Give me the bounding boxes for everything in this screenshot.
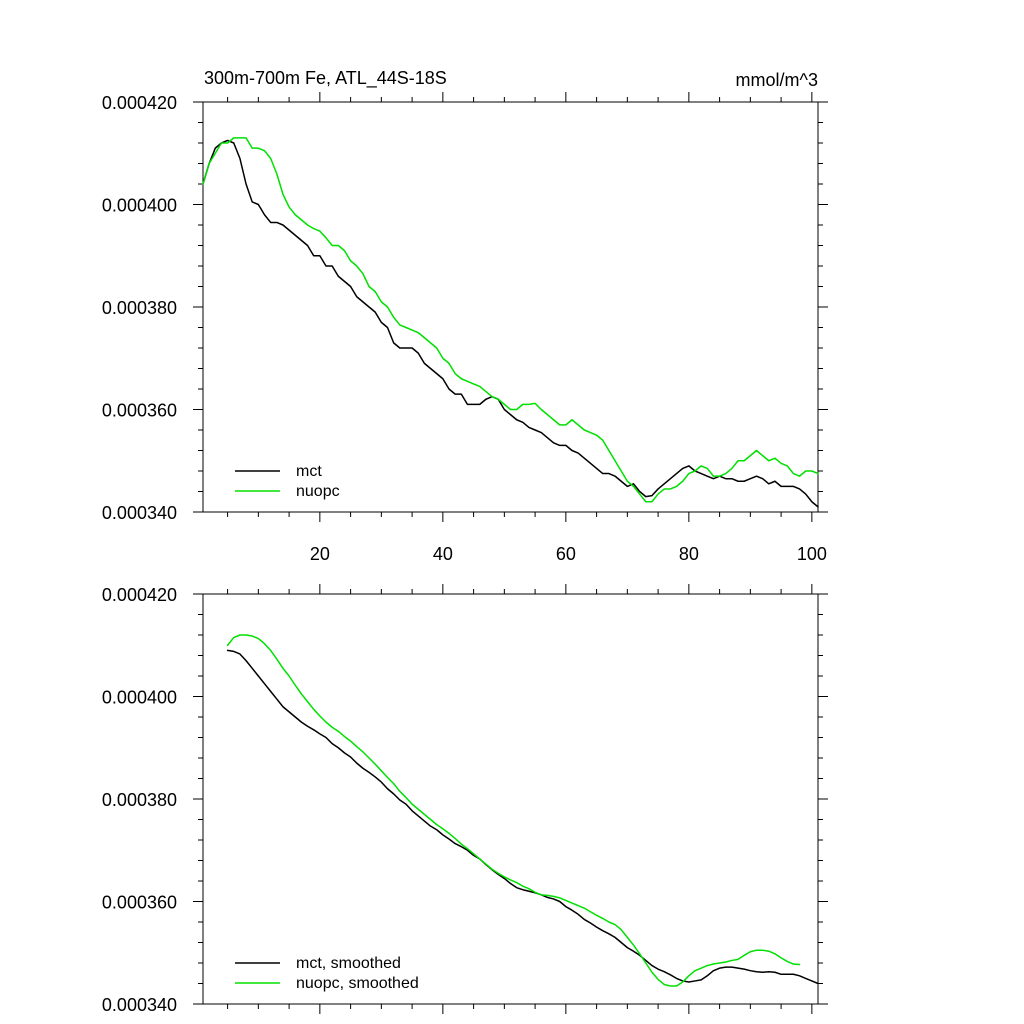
chart-title: 300m-700m Fe, ATL_44S-18S bbox=[204, 68, 447, 89]
x-tick-label: 100 bbox=[797, 544, 827, 564]
y-tick-label: 0.000420 bbox=[102, 93, 177, 113]
y-tick-label: 0.000380 bbox=[102, 298, 177, 318]
series-line-mct-smoothed bbox=[226, 649, 819, 985]
legend-label: nuopc bbox=[296, 483, 340, 500]
y-tick-label: 0.000420 bbox=[102, 585, 177, 605]
y-tick-label: 0.000380 bbox=[102, 790, 177, 810]
legend-label: nuopc, smoothed bbox=[296, 975, 419, 992]
y-tick-label: 0.000360 bbox=[102, 401, 177, 421]
x-tick-label: 40 bbox=[433, 544, 453, 564]
y-tick-label: 0.000360 bbox=[102, 893, 177, 913]
y-tick-label: 0.000340 bbox=[102, 503, 177, 523]
plot-frame bbox=[202, 593, 819, 1005]
units-label: mmol/m^3 bbox=[736, 70, 818, 90]
y-tick-label: 0.000340 bbox=[102, 995, 177, 1015]
bottom-panel: 0.000340 0.000360 0.000380 0.000400 0.000420… bbox=[102, 584, 828, 1015]
series-line-nuopc bbox=[202, 137, 819, 503]
x-tick-label: 20 bbox=[310, 544, 330, 564]
legend-label: mct bbox=[296, 463, 322, 480]
y-tick-label: 0.000400 bbox=[102, 196, 177, 216]
top-panel: 0.000340 0.000360 0.000380 0.000400 0.000420… bbox=[102, 92, 828, 564]
y-tick-label: 0.000400 bbox=[102, 688, 177, 708]
x-tick-label: 80 bbox=[679, 544, 699, 564]
legend-label: mct, smoothed bbox=[296, 955, 401, 972]
series-line-nuopc-smoothed bbox=[226, 634, 801, 987]
plot-frame bbox=[202, 101, 819, 513]
x-tick-label: 60 bbox=[556, 544, 576, 564]
series-line-mct bbox=[202, 139, 819, 508]
